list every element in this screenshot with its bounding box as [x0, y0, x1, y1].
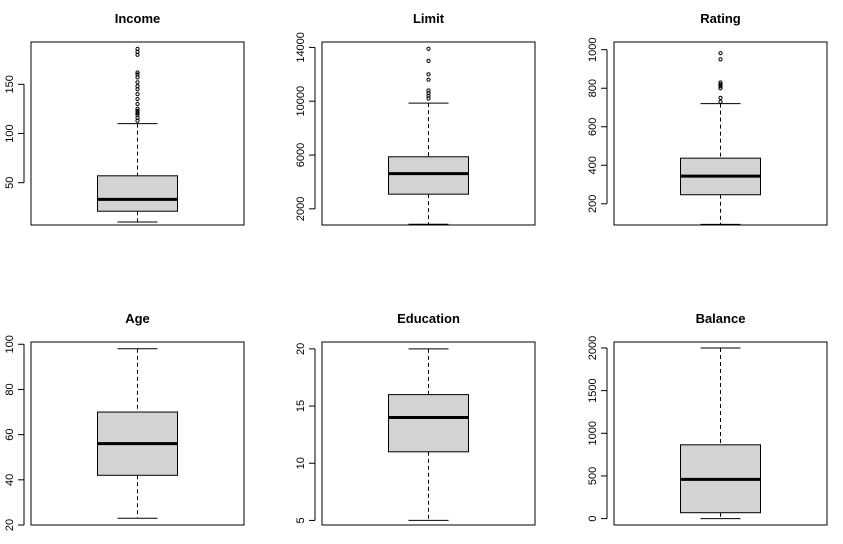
y-tick-label: 800: [587, 79, 599, 97]
outlier-point: [135, 80, 140, 85]
outlier-point: [426, 93, 431, 98]
y-tick-label: 2000: [295, 197, 307, 221]
outlier-point: [718, 51, 723, 56]
outlier-point: [718, 99, 723, 104]
outlier-point: [426, 91, 431, 96]
y-tick-label: 150: [4, 75, 16, 93]
outlier-point: [426, 72, 431, 77]
iqr-box: [97, 175, 178, 212]
outlier-point: [135, 84, 140, 89]
y-tick-label: 1000: [587, 421, 599, 445]
panel-title: Education: [397, 311, 460, 326]
y-tick-label: 1000: [587, 37, 599, 61]
y-tick-label: 10000: [295, 86, 307, 117]
y-tick-label: 100: [4, 335, 16, 353]
outlier-point: [135, 92, 140, 97]
outlier-point: [135, 108, 140, 113]
panel-limit: Limit 2000 6000 10000 14000: [295, 11, 536, 226]
outlier-point: [135, 46, 140, 51]
outlier-point: [135, 106, 140, 112]
y-tick-label: 20: [295, 343, 307, 355]
outlier-point: [426, 96, 431, 101]
y-tick-label: 50: [4, 177, 16, 189]
outlier-point: [135, 70, 140, 75]
y-tick-label: 1500: [587, 378, 599, 402]
outlier-point: [135, 96, 140, 102]
y-tick-label: 6000: [295, 143, 307, 167]
y-tick-label: 400: [587, 156, 599, 174]
y-tick-label: 2000: [587, 336, 599, 360]
panel-title: Balance: [696, 311, 746, 326]
outlier-point: [718, 84, 723, 89]
outlier-point: [718, 80, 723, 85]
plot-frame: [321, 41, 536, 226]
plot-frame: [321, 341, 536, 526]
y-tick-label: 80: [4, 383, 16, 395]
outlier-point: [426, 58, 431, 63]
outlier-point: [426, 77, 431, 82]
outlier-point: [426, 88, 431, 93]
y-tick-label: 14000: [295, 32, 307, 63]
y-tick-label: 600: [587, 118, 599, 136]
outlier-point: [718, 95, 723, 100]
y-tick-label: 40: [4, 474, 16, 486]
outlier-point: [135, 112, 140, 117]
outlier-point: [426, 46, 431, 51]
outlier-point: [718, 57, 723, 62]
outlier-point: [718, 86, 723, 91]
panel-rating: Rating 200 400 600 800 1000: [587, 11, 828, 226]
plot-frame: [613, 41, 828, 226]
y-tick-label: 0: [587, 516, 599, 522]
y-tick-label: 15: [295, 400, 307, 412]
y-tick-label: 20: [4, 519, 16, 531]
y-tick-label: 200: [587, 195, 599, 213]
outlier-point: [135, 110, 140, 115]
panel-balance: Balance 0 500 1000 1500 2000: [587, 311, 828, 526]
y-tick-label: 5: [295, 517, 307, 523]
outlier-point: [718, 82, 723, 87]
panel-income: Income 50 100 150: [4, 11, 245, 226]
y-tick-label: 10: [295, 457, 307, 469]
plot-frame: [613, 341, 828, 526]
plot-frame: [30, 341, 245, 526]
y-tick-label: 100: [4, 124, 16, 142]
panel-age: Age 20 40 60 80 100: [4, 311, 245, 531]
panel-title: Age: [125, 311, 150, 326]
outlier-point: [135, 72, 140, 77]
panel-title: Rating: [700, 11, 741, 26]
panel-title: Limit: [413, 11, 445, 26]
y-tick-label: 60: [4, 429, 16, 441]
outlier-point: [135, 101, 140, 107]
plot-frame: [30, 41, 245, 226]
iqr-box: [388, 156, 469, 195]
panel-title: Income: [115, 11, 161, 26]
y-tick-label: 500: [587, 467, 599, 485]
iqr-box: [388, 394, 469, 453]
panel-education: Education 5 10 15 20: [295, 311, 536, 526]
